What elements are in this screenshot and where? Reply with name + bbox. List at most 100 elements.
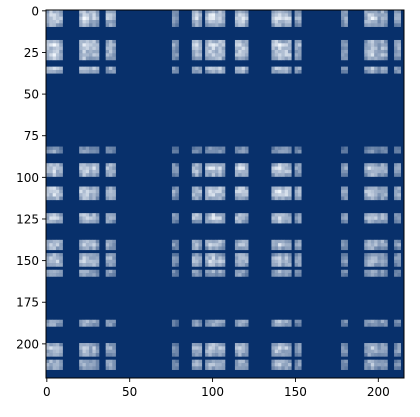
heatmap-cell xyxy=(211,19,216,24)
heatmap-cell xyxy=(274,196,279,201)
heatmap-cell xyxy=(49,269,53,274)
heatmap-cell xyxy=(49,263,53,267)
heatmap-cell xyxy=(208,243,213,247)
heatmap-cell xyxy=(274,239,279,244)
heatmap-cell xyxy=(82,146,87,151)
heatmap-cell xyxy=(82,363,87,367)
heatmap-cell xyxy=(377,323,382,327)
heatmap-cell xyxy=(377,173,382,177)
heatmap-cell xyxy=(234,273,239,277)
heatmap-cell xyxy=(191,10,196,14)
heatmap-cell xyxy=(221,173,226,177)
heatmap-cell xyxy=(79,23,83,27)
heatmap-cell xyxy=(52,346,57,350)
heatmap-cell xyxy=(215,146,219,151)
heatmap-cell xyxy=(380,189,385,194)
heatmap-cell xyxy=(92,189,97,194)
heatmap-cell xyxy=(89,193,93,197)
heatmap-cell xyxy=(89,173,93,177)
heatmap-cell xyxy=(221,66,226,71)
heatmap-cell xyxy=(59,23,63,27)
heatmap-cell xyxy=(297,23,302,27)
heatmap-cell xyxy=(195,349,199,354)
heatmap-cell xyxy=(287,323,292,327)
heatmap-cell xyxy=(380,49,385,54)
heatmap-cell xyxy=(238,343,242,347)
heatmap-cell xyxy=(211,23,216,27)
heatmap-cell xyxy=(46,53,50,57)
heatmap-cell xyxy=(191,19,196,24)
heatmap-cell xyxy=(287,16,292,21)
heatmap-cell xyxy=(82,273,87,277)
heatmap-cell xyxy=(46,16,50,21)
heatmap-cell xyxy=(59,366,63,370)
heatmap-cell xyxy=(394,269,398,274)
heatmap-cell xyxy=(287,49,292,54)
heatmap-cell xyxy=(205,46,209,51)
heatmap-cell xyxy=(344,323,348,327)
heatmap-cell xyxy=(112,46,116,51)
heatmap-cell xyxy=(287,246,292,251)
heatmap-cell xyxy=(364,259,368,264)
heatmap-cell xyxy=(82,189,87,194)
x-tick-label: 100 xyxy=(201,385,224,399)
heatmap-cell xyxy=(341,173,345,177)
heatmap-cell xyxy=(297,13,302,17)
heatmap-cell xyxy=(52,23,57,27)
heatmap-cell xyxy=(55,343,60,347)
heatmap-cell xyxy=(195,246,199,251)
heatmap-cell xyxy=(112,243,116,247)
heatmap-cell xyxy=(374,263,378,267)
heatmap-cell xyxy=(171,173,176,177)
heatmap-cell xyxy=(287,243,292,247)
heatmap-cell xyxy=(278,343,282,347)
heatmap-cell xyxy=(341,243,345,247)
heatmap-cell xyxy=(108,256,113,261)
heatmap-cell xyxy=(367,173,372,177)
heatmap-cell xyxy=(52,366,57,370)
heatmap-cell xyxy=(367,366,372,370)
heatmap-cell xyxy=(221,16,226,21)
heatmap-cell xyxy=(278,166,282,171)
heatmap-cell xyxy=(241,239,246,244)
heatmap-cell xyxy=(294,46,299,51)
heatmap-cell xyxy=(211,189,216,194)
heatmap-cell xyxy=(198,319,203,324)
heatmap-cell xyxy=(384,269,388,274)
heatmap-cell xyxy=(95,69,100,74)
heatmap-cell xyxy=(377,319,382,324)
heatmap-cell xyxy=(49,253,53,257)
heatmap-cell xyxy=(112,163,116,167)
heatmap-cell xyxy=(211,66,216,71)
heatmap-cell xyxy=(271,353,276,357)
heatmap-cell xyxy=(95,243,100,247)
heatmap-cell xyxy=(221,246,226,251)
heatmap-cell xyxy=(52,259,57,264)
heatmap-cell xyxy=(364,253,368,257)
heatmap-cell xyxy=(89,196,93,201)
heatmap-cell xyxy=(208,189,213,194)
heatmap-cell xyxy=(215,163,219,167)
heatmap-cell xyxy=(384,343,388,347)
heatmap-cell xyxy=(344,53,348,57)
heatmap-cell xyxy=(218,273,222,277)
heatmap-cell xyxy=(374,23,378,27)
heatmap-cell xyxy=(341,343,345,347)
heatmap-cell xyxy=(364,169,368,174)
heatmap-cell xyxy=(297,366,302,370)
heatmap-cell xyxy=(218,16,222,21)
heatmap-cell xyxy=(221,69,226,74)
heatmap-cell xyxy=(89,169,93,174)
heatmap-cell xyxy=(49,319,53,324)
heatmap-cell xyxy=(397,363,401,367)
heatmap-cell xyxy=(198,49,203,54)
heatmap-cell xyxy=(344,269,348,274)
heatmap-cell xyxy=(397,189,401,194)
heatmap-cell xyxy=(394,246,398,251)
heatmap-cell xyxy=(108,19,113,24)
heatmap-cell xyxy=(52,323,57,327)
heatmap-cell xyxy=(92,163,97,167)
heatmap-cell xyxy=(105,273,110,277)
heatmap-cell xyxy=(364,349,368,354)
heatmap-cell xyxy=(55,13,60,17)
